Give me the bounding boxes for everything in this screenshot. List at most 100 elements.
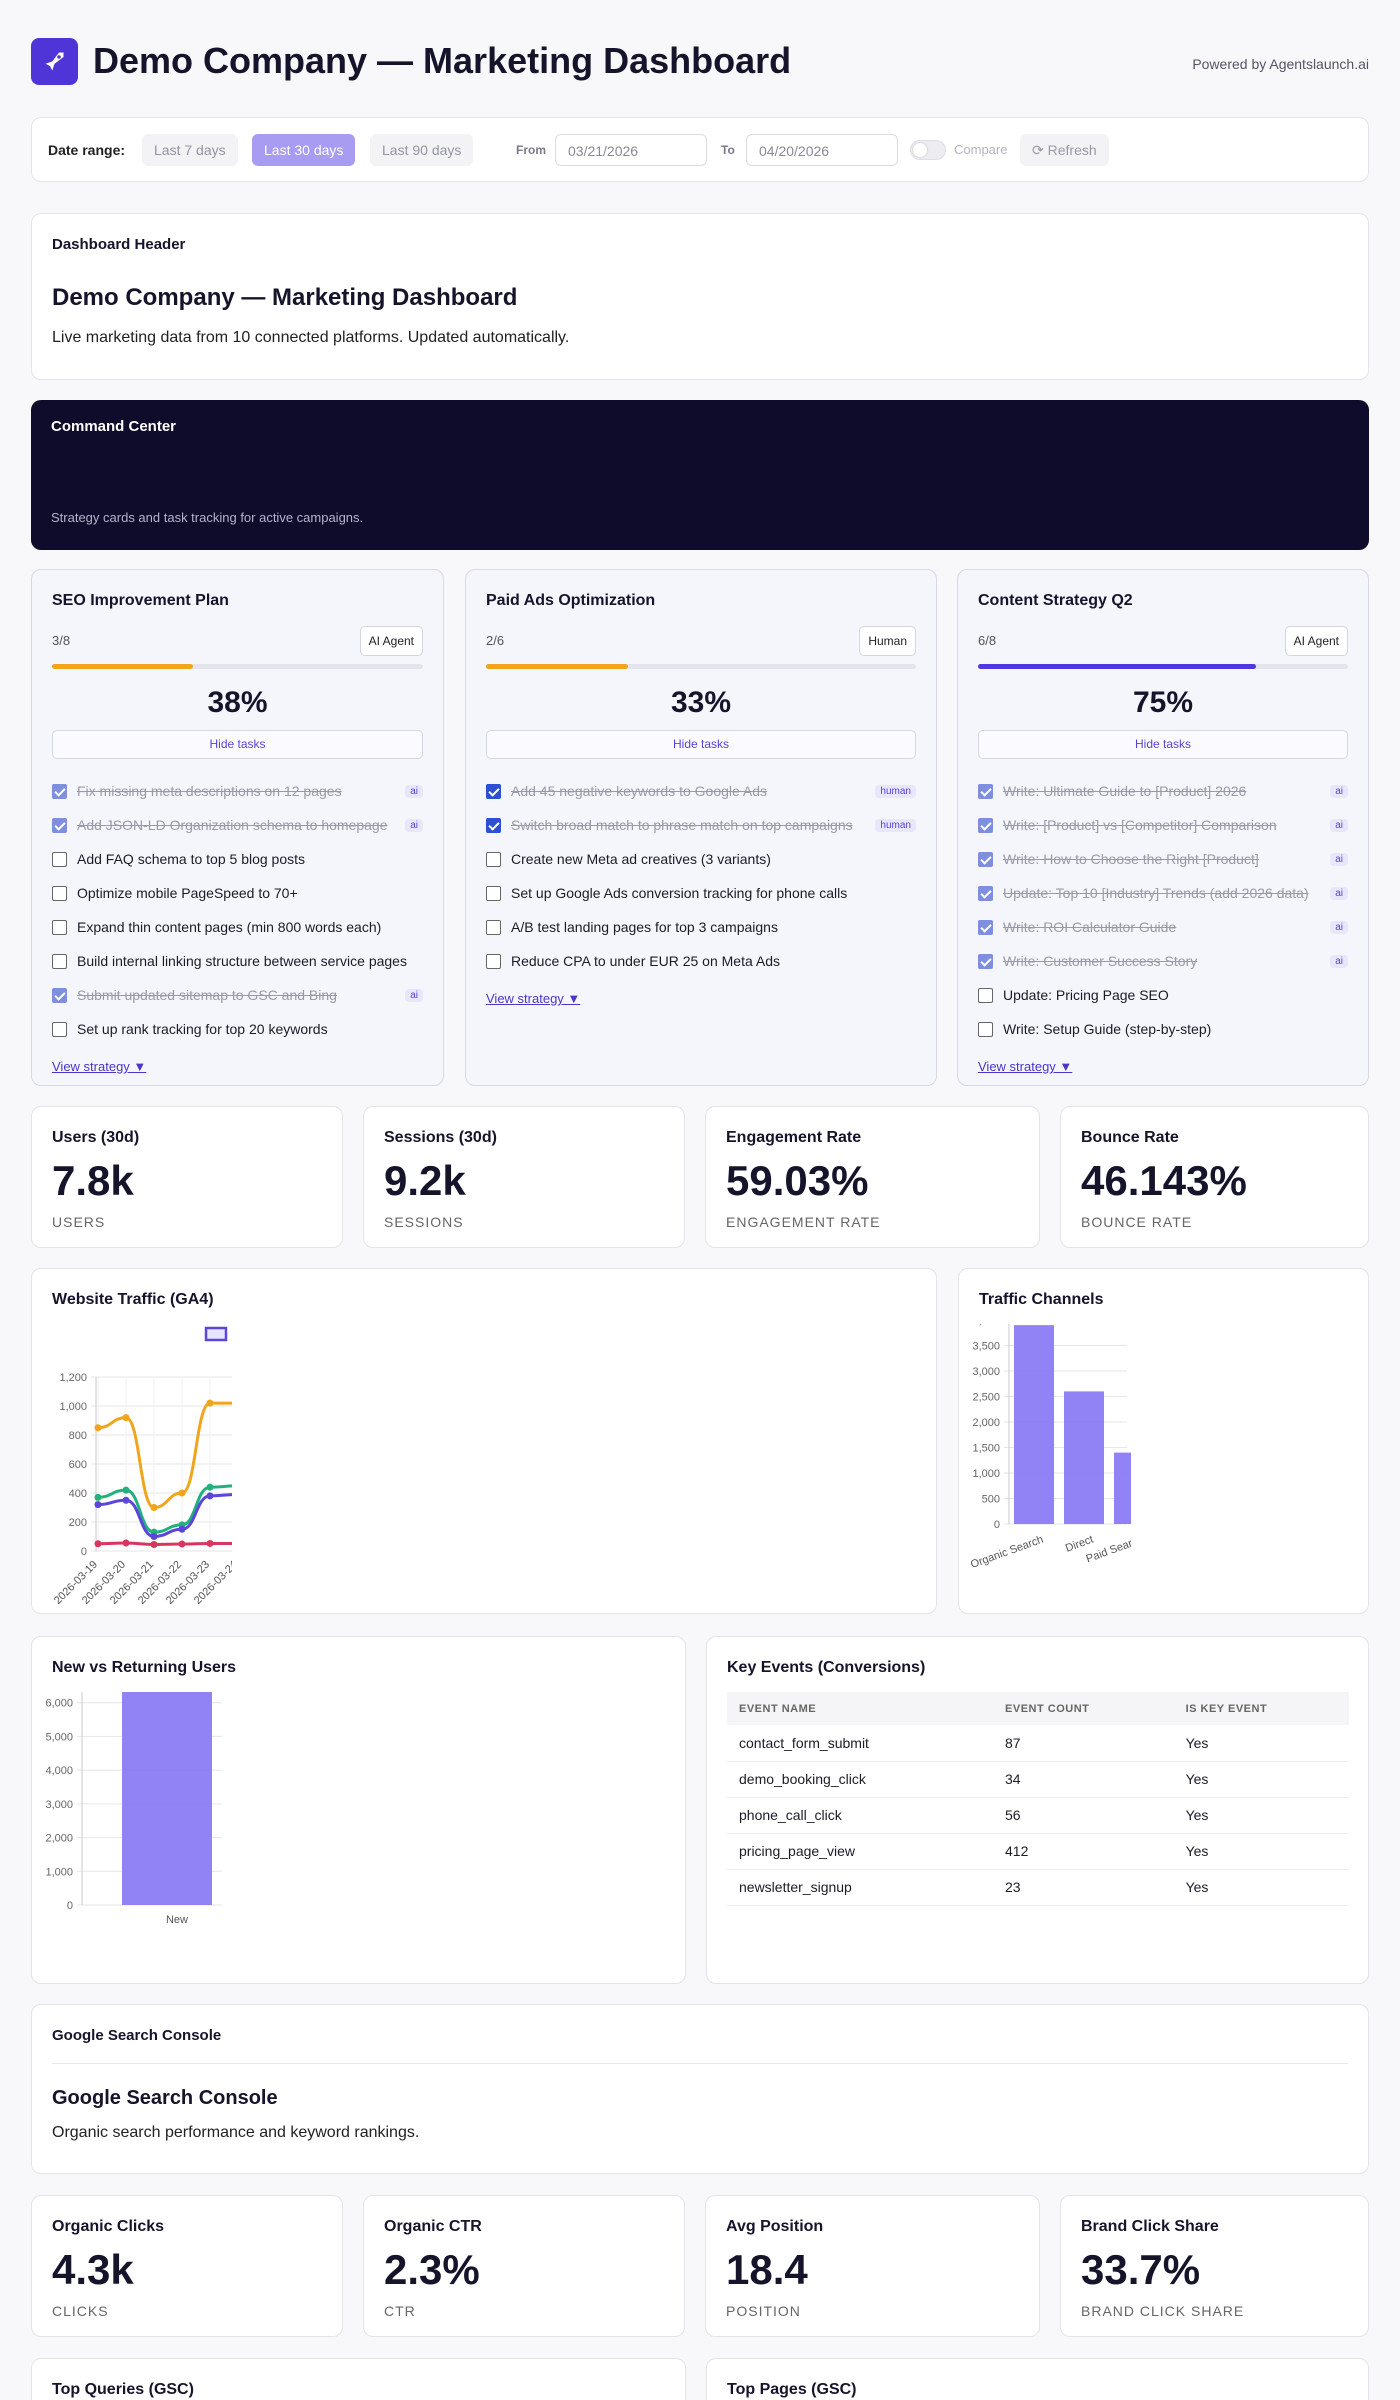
hide-tasks-button[interactable]: Hide tasks: [52, 730, 423, 759]
task-item[interactable]: Update: Top 10 [Industry] Trends (add 20…: [978, 876, 1348, 910]
task-checkbox[interactable]: [52, 987, 67, 1003]
data-point[interactable]: [178, 1489, 186, 1497]
hide-tasks-button[interactable]: Hide tasks: [486, 730, 916, 759]
table-row[interactable]: contact_form_submit 87 Yes: [727, 1725, 1349, 1762]
view-strategy-link[interactable]: View strategy ▼: [486, 991, 581, 1006]
range-last-30-days-button[interactable]: Last 30 days: [252, 134, 356, 166]
data-point[interactable]: [150, 1533, 158, 1540]
task-item[interactable]: Add FAQ schema to top 5 blog posts: [52, 842, 423, 876]
table-row[interactable]: phone_call_click 56 Yes: [727, 1797, 1349, 1834]
owner-badge: AI Agent: [359, 626, 423, 656]
column-header[interactable]: IS KEY EVENT: [1173, 1692, 1349, 1725]
task-checkbox[interactable]: [52, 919, 67, 935]
task-checkbox[interactable]: [978, 851, 993, 867]
task-item[interactable]: Create new Meta ad creatives (3 variants…: [486, 842, 916, 876]
task-checkbox[interactable]: [52, 851, 67, 867]
task-checkbox[interactable]: [978, 919, 993, 935]
data-point[interactable]: [122, 1496, 130, 1504]
view-strategy-link[interactable]: View strategy ▼: [978, 1059, 1073, 1074]
task-item[interactable]: Add JSON-LD Organization schema to homep…: [52, 808, 423, 842]
task-item[interactable]: Reduce CPA to under EUR 25 on Meta Ads: [486, 944, 916, 978]
data-point[interactable]: [94, 1540, 102, 1548]
bar[interactable]: [1064, 1391, 1104, 1524]
range-last-90-days-button[interactable]: Last 90 days: [370, 134, 474, 166]
data-point[interactable]: [178, 1525, 186, 1533]
task-owner-tag: ai: [1330, 886, 1348, 900]
task-item[interactable]: Submit updated sitemap to GSC and Bing ai: [52, 978, 423, 1012]
column-header[interactable]: EVENT NAME: [727, 1692, 994, 1725]
task-item[interactable]: Fix missing meta descriptions on 12 page…: [52, 774, 423, 808]
task-item[interactable]: Write: How to Choose the Right [Product]…: [978, 842, 1348, 876]
task-item[interactable]: Optimize mobile PageSpeed to 70+: [52, 876, 423, 910]
column-header[interactable]: EVENT COUNT: [993, 1692, 1174, 1725]
task-item[interactable]: Switch broad match to phrase match on to…: [486, 808, 916, 842]
hide-tasks-button[interactable]: Hide tasks: [978, 730, 1348, 759]
data-point[interactable]: [150, 1540, 158, 1548]
y-tick-label: 1,000: [59, 1401, 87, 1413]
data-point[interactable]: [150, 1504, 158, 1511]
kpi-title: Brand Click Share: [1081, 2218, 1219, 2235]
task-item[interactable]: Set up rank tracking for top 20 keywords: [52, 1012, 423, 1046]
range-last-7-days-button[interactable]: Last 7 days: [142, 134, 238, 166]
task-checkbox[interactable]: [52, 953, 67, 969]
view-strategy-link[interactable]: View strategy ▼: [52, 1059, 147, 1074]
divider: [52, 2063, 1348, 2064]
new-vs-returning-chart-card: New vs Returning Users 0 1,000 2,000 3,000 4…: [31, 1636, 686, 1984]
task-checkbox[interactable]: [978, 783, 993, 799]
table-row[interactable]: newsletter_signup 23 Yes: [727, 1869, 1349, 1906]
task-checkbox[interactable]: [978, 885, 993, 901]
bar[interactable]: [122, 1692, 212, 1905]
task-checkbox[interactable]: [978, 817, 993, 833]
refresh-button[interactable]: ⟳ Refresh: [1020, 134, 1109, 166]
table-row[interactable]: demo_booking_click 34 Yes: [727, 1761, 1349, 1798]
data-point[interactable]: [178, 1540, 186, 1548]
data-point[interactable]: [122, 1539, 130, 1547]
task-checkbox[interactable]: [486, 851, 501, 867]
task-checkbox[interactable]: [52, 817, 67, 833]
task-item[interactable]: Set up Google Ads conversion tracking fo…: [486, 876, 916, 910]
data-point[interactable]: [122, 1414, 130, 1422]
task-item[interactable]: Write: Ultimate Guide to [Product] 2026 a…: [978, 774, 1348, 808]
task-checkbox[interactable]: [486, 953, 501, 969]
y-tick-label: 200: [69, 1517, 87, 1529]
to-date-input[interactable]: 04/20/2026: [746, 134, 898, 166]
data-point[interactable]: [206, 1483, 214, 1491]
bar[interactable]: [1014, 1325, 1054, 1524]
data-point[interactable]: [94, 1424, 102, 1432]
table-cell: demo_booking_click: [727, 1761, 994, 1798]
task-item[interactable]: Write: [Product] vs [Competitor] Compari…: [978, 808, 1348, 842]
task-item[interactable]: Write: Customer Success Story ai: [978, 944, 1348, 978]
task-checkbox[interactable]: [52, 783, 67, 799]
task-item[interactable]: Expand thin content pages (min 800 words…: [52, 910, 423, 944]
task-checkbox[interactable]: [486, 885, 501, 901]
progress-percent: 33%: [670, 686, 732, 719]
compare-toggle[interactable]: [910, 140, 946, 160]
data-point[interactable]: [122, 1486, 130, 1494]
task-checkbox[interactable]: [978, 987, 993, 1003]
data-point[interactable]: [94, 1493, 102, 1501]
legend-swatch[interactable]: [204, 1326, 228, 1342]
task-item[interactable]: Write: Setup Guide (step-by-step): [978, 1012, 1348, 1046]
y-tick-label: 4,000: [972, 1324, 1000, 1327]
task-item[interactable]: Build internal linking structure between…: [52, 944, 423, 978]
task-checkbox[interactable]: [978, 1021, 993, 1037]
task-item[interactable]: Update: Pricing Page SEO: [978, 978, 1348, 1012]
task-checkbox[interactable]: [486, 783, 501, 799]
data-point[interactable]: [94, 1501, 102, 1509]
task-checkbox[interactable]: [52, 885, 67, 901]
task-checkbox[interactable]: [52, 1021, 67, 1037]
task-item[interactable]: Add 45 negative keywords to Google Ads hu…: [486, 774, 916, 808]
task-checkbox[interactable]: [978, 953, 993, 969]
from-date-input[interactable]: 03/21/2026: [555, 134, 707, 166]
task-checkbox[interactable]: [486, 817, 501, 833]
task-checkbox[interactable]: [486, 919, 501, 935]
task-label: Write: How to Choose the Right [Product]: [1003, 851, 1259, 867]
data-point[interactable]: [206, 1399, 214, 1407]
powered-by[interactable]: Powered by Agentslaunch.ai: [1192, 56, 1369, 72]
table-row[interactable]: pricing_page_view 412 Yes: [727, 1833, 1349, 1870]
data-point[interactable]: [206, 1539, 214, 1547]
data-point[interactable]: [206, 1492, 214, 1500]
task-item[interactable]: Write: ROI Calculator Guide ai: [978, 910, 1348, 944]
task-item[interactable]: A/B test landing pages for top 3 campaig…: [486, 910, 916, 944]
to-label: To: [721, 143, 735, 157]
